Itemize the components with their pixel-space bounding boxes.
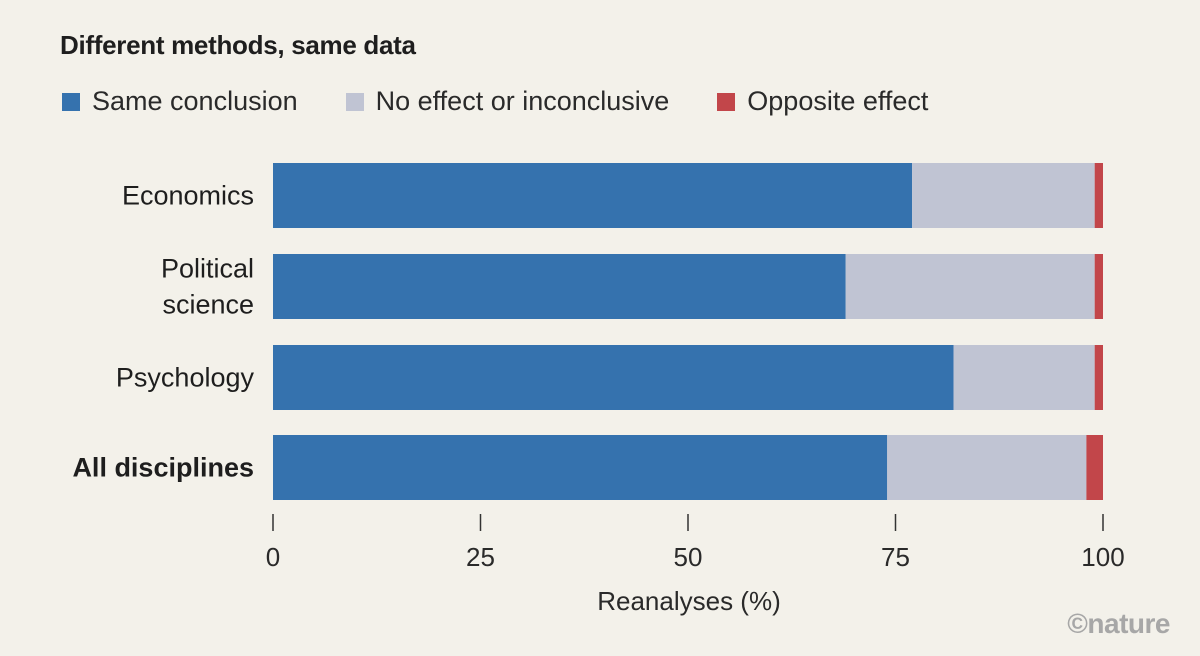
- legend-item-opposite-effect: Opposite effect: [717, 86, 928, 117]
- legend-label-same-conclusion: Same conclusion: [92, 86, 298, 116]
- x-axis-label: Reanalyses (%): [597, 586, 781, 616]
- category-label-all-disciplines: All disciplines: [72, 453, 254, 483]
- chart-title: Different methods, same data: [60, 30, 416, 60]
- bar-all-disciplines-no-effect-or-inconclusive: [887, 435, 1087, 500]
- bar-all-disciplines-opposite-effect: [1086, 435, 1103, 500]
- bar-all-disciplines-same-conclusion: [273, 435, 888, 500]
- bar-political-science-no-effect-or-inconclusive: [845, 254, 1095, 319]
- x-tick-label-0: 0: [266, 542, 280, 572]
- bar-political-science-opposite-effect: [1094, 254, 1103, 319]
- legend-item-no-effect: No effect or inconclusive: [345, 86, 670, 117]
- x-tick-label-100: 100: [1081, 542, 1124, 572]
- legend-swatch-opposite-effect: [717, 92, 736, 111]
- legend-label-opposite-effect: Opposite effect: [747, 86, 929, 116]
- legend-item-same-conclusion: Same conclusion: [62, 86, 298, 117]
- legend: Same conclusion No effect or inconclusiv…: [62, 86, 976, 117]
- bar-psychology-same-conclusion: [273, 345, 954, 410]
- category-label-political-science-line2: science: [162, 290, 254, 320]
- x-tick-label-75: 75: [881, 542, 910, 572]
- bar-economics-opposite-effect: [1094, 163, 1103, 228]
- category-label-political-science-line1: Political: [161, 254, 254, 284]
- legend-swatch-same-conclusion: [62, 92, 80, 111]
- bar-psychology-no-effect-or-inconclusive: [953, 345, 1095, 410]
- bar-economics-no-effect-or-inconclusive: [912, 163, 1095, 228]
- legend-label-no-effect: No effect or inconclusive: [375, 86, 670, 116]
- x-tick-label-50: 50: [674, 542, 703, 572]
- category-label-economics: Economics: [122, 181, 254, 211]
- bar-political-science-same-conclusion: [273, 254, 846, 319]
- x-tick-label-25: 25: [466, 542, 495, 572]
- legend-swatch-no-effect: [345, 92, 364, 111]
- bar-psychology-opposite-effect: [1094, 345, 1103, 410]
- bar-economics-same-conclusion: [273, 163, 913, 228]
- nature-logo: ©nature: [1067, 608, 1170, 639]
- category-label-psychology: Psychology: [116, 363, 255, 393]
